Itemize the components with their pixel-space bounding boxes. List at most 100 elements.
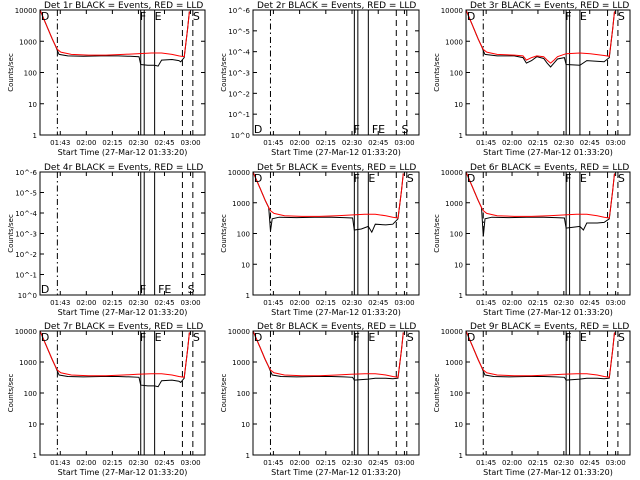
- x-tick-label: 01:43: [50, 139, 70, 147]
- x-axis-label: Start Time (27-Mar-12 01:33:20): [58, 308, 188, 317]
- marker-annotation: E: [580, 10, 587, 23]
- marker-annotation: S: [193, 10, 200, 23]
- marker-annotation: F: [140, 331, 146, 344]
- x-tick-label: 02:00: [290, 139, 310, 147]
- x-tick-label: 02:45: [580, 459, 600, 467]
- lld-line: [466, 172, 615, 219]
- x-axis-label: Start Time (27-Mar-12 01:33:20): [271, 308, 401, 317]
- x-tick-label: 02:30: [554, 299, 574, 307]
- x-tick-label: 03:00: [394, 299, 414, 307]
- x-axis-label: Start Time (27-Mar-12 01:33:20): [483, 308, 613, 317]
- y-tick-label: 10^-6: [228, 7, 250, 15]
- x-tick-label: 02:15: [528, 139, 548, 147]
- x-tick-label: 01:43: [50, 459, 70, 467]
- x-tick-label: 02:30: [342, 299, 362, 307]
- marker-annotation: FE: [158, 283, 171, 296]
- marker-annotation: D: [254, 331, 262, 344]
- y-tick-label: 10^-6: [15, 169, 37, 177]
- y-tick-label: 10: [241, 421, 250, 429]
- plot-frame: [252, 330, 420, 456]
- y-tick-label: 10000: [228, 169, 250, 177]
- x-tick-label: 02:30: [342, 139, 362, 147]
- y-tick-label: 100: [450, 390, 463, 398]
- marker-annotation: D: [254, 123, 262, 136]
- y-tick-label: 100: [237, 390, 250, 398]
- marker-annotation: D: [467, 10, 475, 23]
- y-axis-label: Counts/sec: [220, 53, 228, 92]
- y-tick-label: 10: [28, 101, 37, 109]
- events-line: [466, 10, 615, 68]
- marker-annotation: S: [402, 123, 409, 136]
- x-tick-label: 01:45: [476, 299, 496, 307]
- y-axis-label: Counts/sec: [220, 214, 228, 253]
- marker-annotation: E: [368, 172, 375, 185]
- x-tick-label: 03:00: [394, 459, 414, 467]
- marker-annotation: D: [467, 172, 475, 185]
- x-tick-label: 02:00: [502, 139, 522, 147]
- y-tick-label: 1: [33, 452, 37, 460]
- marker-annotation: D: [254, 172, 262, 185]
- x-axis-label: Start Time (27-Mar-12 01:33:20): [271, 468, 401, 477]
- y-tick-label: 10^-1: [15, 272, 37, 280]
- lld-line: [40, 331, 190, 378]
- lld-line: [253, 331, 404, 378]
- y-tick-label: 10^-4: [15, 210, 37, 218]
- lld-line: [40, 10, 190, 58]
- panel-title: Det 1r BLACK = Events, RED = LLD: [44, 1, 203, 11]
- marker-annotation: F: [565, 331, 571, 344]
- marker-annotation: E: [580, 172, 587, 185]
- y-tick-label: 1: [459, 292, 463, 300]
- plot-frame: [465, 9, 631, 136]
- y-tick-label: 100: [24, 390, 37, 398]
- panel-title: Det 6r BLACK = Events, RED = LLD: [470, 163, 629, 173]
- marker-annotation: E: [155, 331, 162, 344]
- lld-line: [466, 10, 615, 64]
- x-tick-label: 02:00: [76, 459, 96, 467]
- x-tick-label: 03:00: [180, 459, 200, 467]
- y-axis-label: Counts/sec: [7, 214, 15, 253]
- x-tick-label: 01:45: [476, 139, 496, 147]
- y-axis-label: Counts/sec: [220, 374, 228, 413]
- y-tick-label: 10: [241, 261, 250, 269]
- y-tick-label: 10: [454, 101, 463, 109]
- x-tick-label: 02:30: [342, 459, 362, 467]
- x-axis-label: Start Time (27-Mar-12 01:33:20): [483, 148, 613, 157]
- marker-annotation: F: [353, 172, 359, 185]
- marker-annotation: F: [140, 283, 146, 296]
- plot-frame: [465, 330, 631, 456]
- y-tick-label: 100: [450, 70, 463, 78]
- x-tick-label: 02:00: [502, 299, 522, 307]
- y-tick-label: 10000: [15, 328, 37, 336]
- plot-frame: [39, 171, 206, 296]
- x-tick-label: 01:45: [476, 459, 496, 467]
- y-tick-label: 100: [24, 70, 37, 78]
- y-tick-label: 1000: [19, 38, 37, 46]
- y-tick-label: 10^-2: [15, 251, 37, 259]
- panel-title: Det 5r BLACK = Events, RED = LLD: [257, 163, 416, 173]
- events-line: [40, 10, 190, 67]
- x-tick-label: 02:00: [76, 299, 96, 307]
- y-tick-label: 1: [246, 292, 250, 300]
- x-tick-label: 02:30: [554, 139, 574, 147]
- marker-annotation: S: [188, 283, 195, 296]
- x-tick-label: 02:45: [368, 459, 388, 467]
- x-tick-label: 02:00: [76, 139, 96, 147]
- marker-annotation: F: [353, 123, 359, 136]
- x-tick-label: 02:45: [154, 139, 174, 147]
- marker-annotation: F: [565, 10, 571, 23]
- marker-annotation: F: [565, 172, 571, 185]
- x-tick-label: 02:15: [316, 459, 336, 467]
- y-tick-label: 10: [454, 261, 463, 269]
- plot-frame: [252, 9, 420, 136]
- panel-4r: Det 4r BLACK = Events, RED = LLD D F FE S 10^…: [7, 163, 206, 317]
- marker-annotation: E: [580, 331, 587, 344]
- marker-annotation: F: [353, 331, 359, 344]
- x-tick-label: 03:00: [180, 139, 200, 147]
- x-tick-label: 02:45: [368, 139, 388, 147]
- x-tick-label: 03:00: [180, 299, 200, 307]
- y-tick-label: 1000: [232, 359, 250, 367]
